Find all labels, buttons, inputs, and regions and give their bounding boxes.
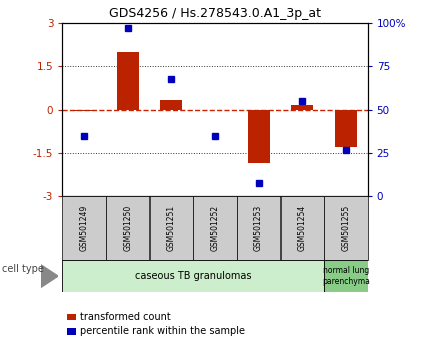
Bar xyxy=(62,196,106,260)
Text: GSM501255: GSM501255 xyxy=(341,205,350,251)
Text: normal lung
parenchyma: normal lung parenchyma xyxy=(322,267,370,286)
Polygon shape xyxy=(41,265,58,287)
Bar xyxy=(194,196,236,260)
Bar xyxy=(106,196,150,260)
Bar xyxy=(280,196,324,260)
Bar xyxy=(237,196,280,260)
Bar xyxy=(324,196,368,260)
Bar xyxy=(62,260,324,292)
Text: cell type: cell type xyxy=(2,264,44,274)
Bar xyxy=(117,52,138,110)
Text: GSM501251: GSM501251 xyxy=(167,205,176,251)
Bar xyxy=(150,196,193,260)
Text: GSM501252: GSM501252 xyxy=(211,205,219,251)
Text: GSM501250: GSM501250 xyxy=(123,205,132,251)
Text: caseous TB granulomas: caseous TB granulomas xyxy=(135,271,252,281)
Bar xyxy=(291,105,313,110)
Text: percentile rank within the sample: percentile rank within the sample xyxy=(80,326,245,336)
Title: GDS4256 / Hs.278543.0.A1_3p_at: GDS4256 / Hs.278543.0.A1_3p_at xyxy=(109,7,321,21)
Text: transformed count: transformed count xyxy=(80,312,170,322)
Text: GSM501253: GSM501253 xyxy=(254,205,263,251)
Bar xyxy=(73,110,95,111)
Text: GSM501249: GSM501249 xyxy=(80,205,89,251)
Text: GSM501254: GSM501254 xyxy=(298,205,307,251)
Bar xyxy=(248,110,270,163)
Bar xyxy=(160,99,182,110)
Bar xyxy=(335,110,357,147)
Bar xyxy=(324,260,368,292)
